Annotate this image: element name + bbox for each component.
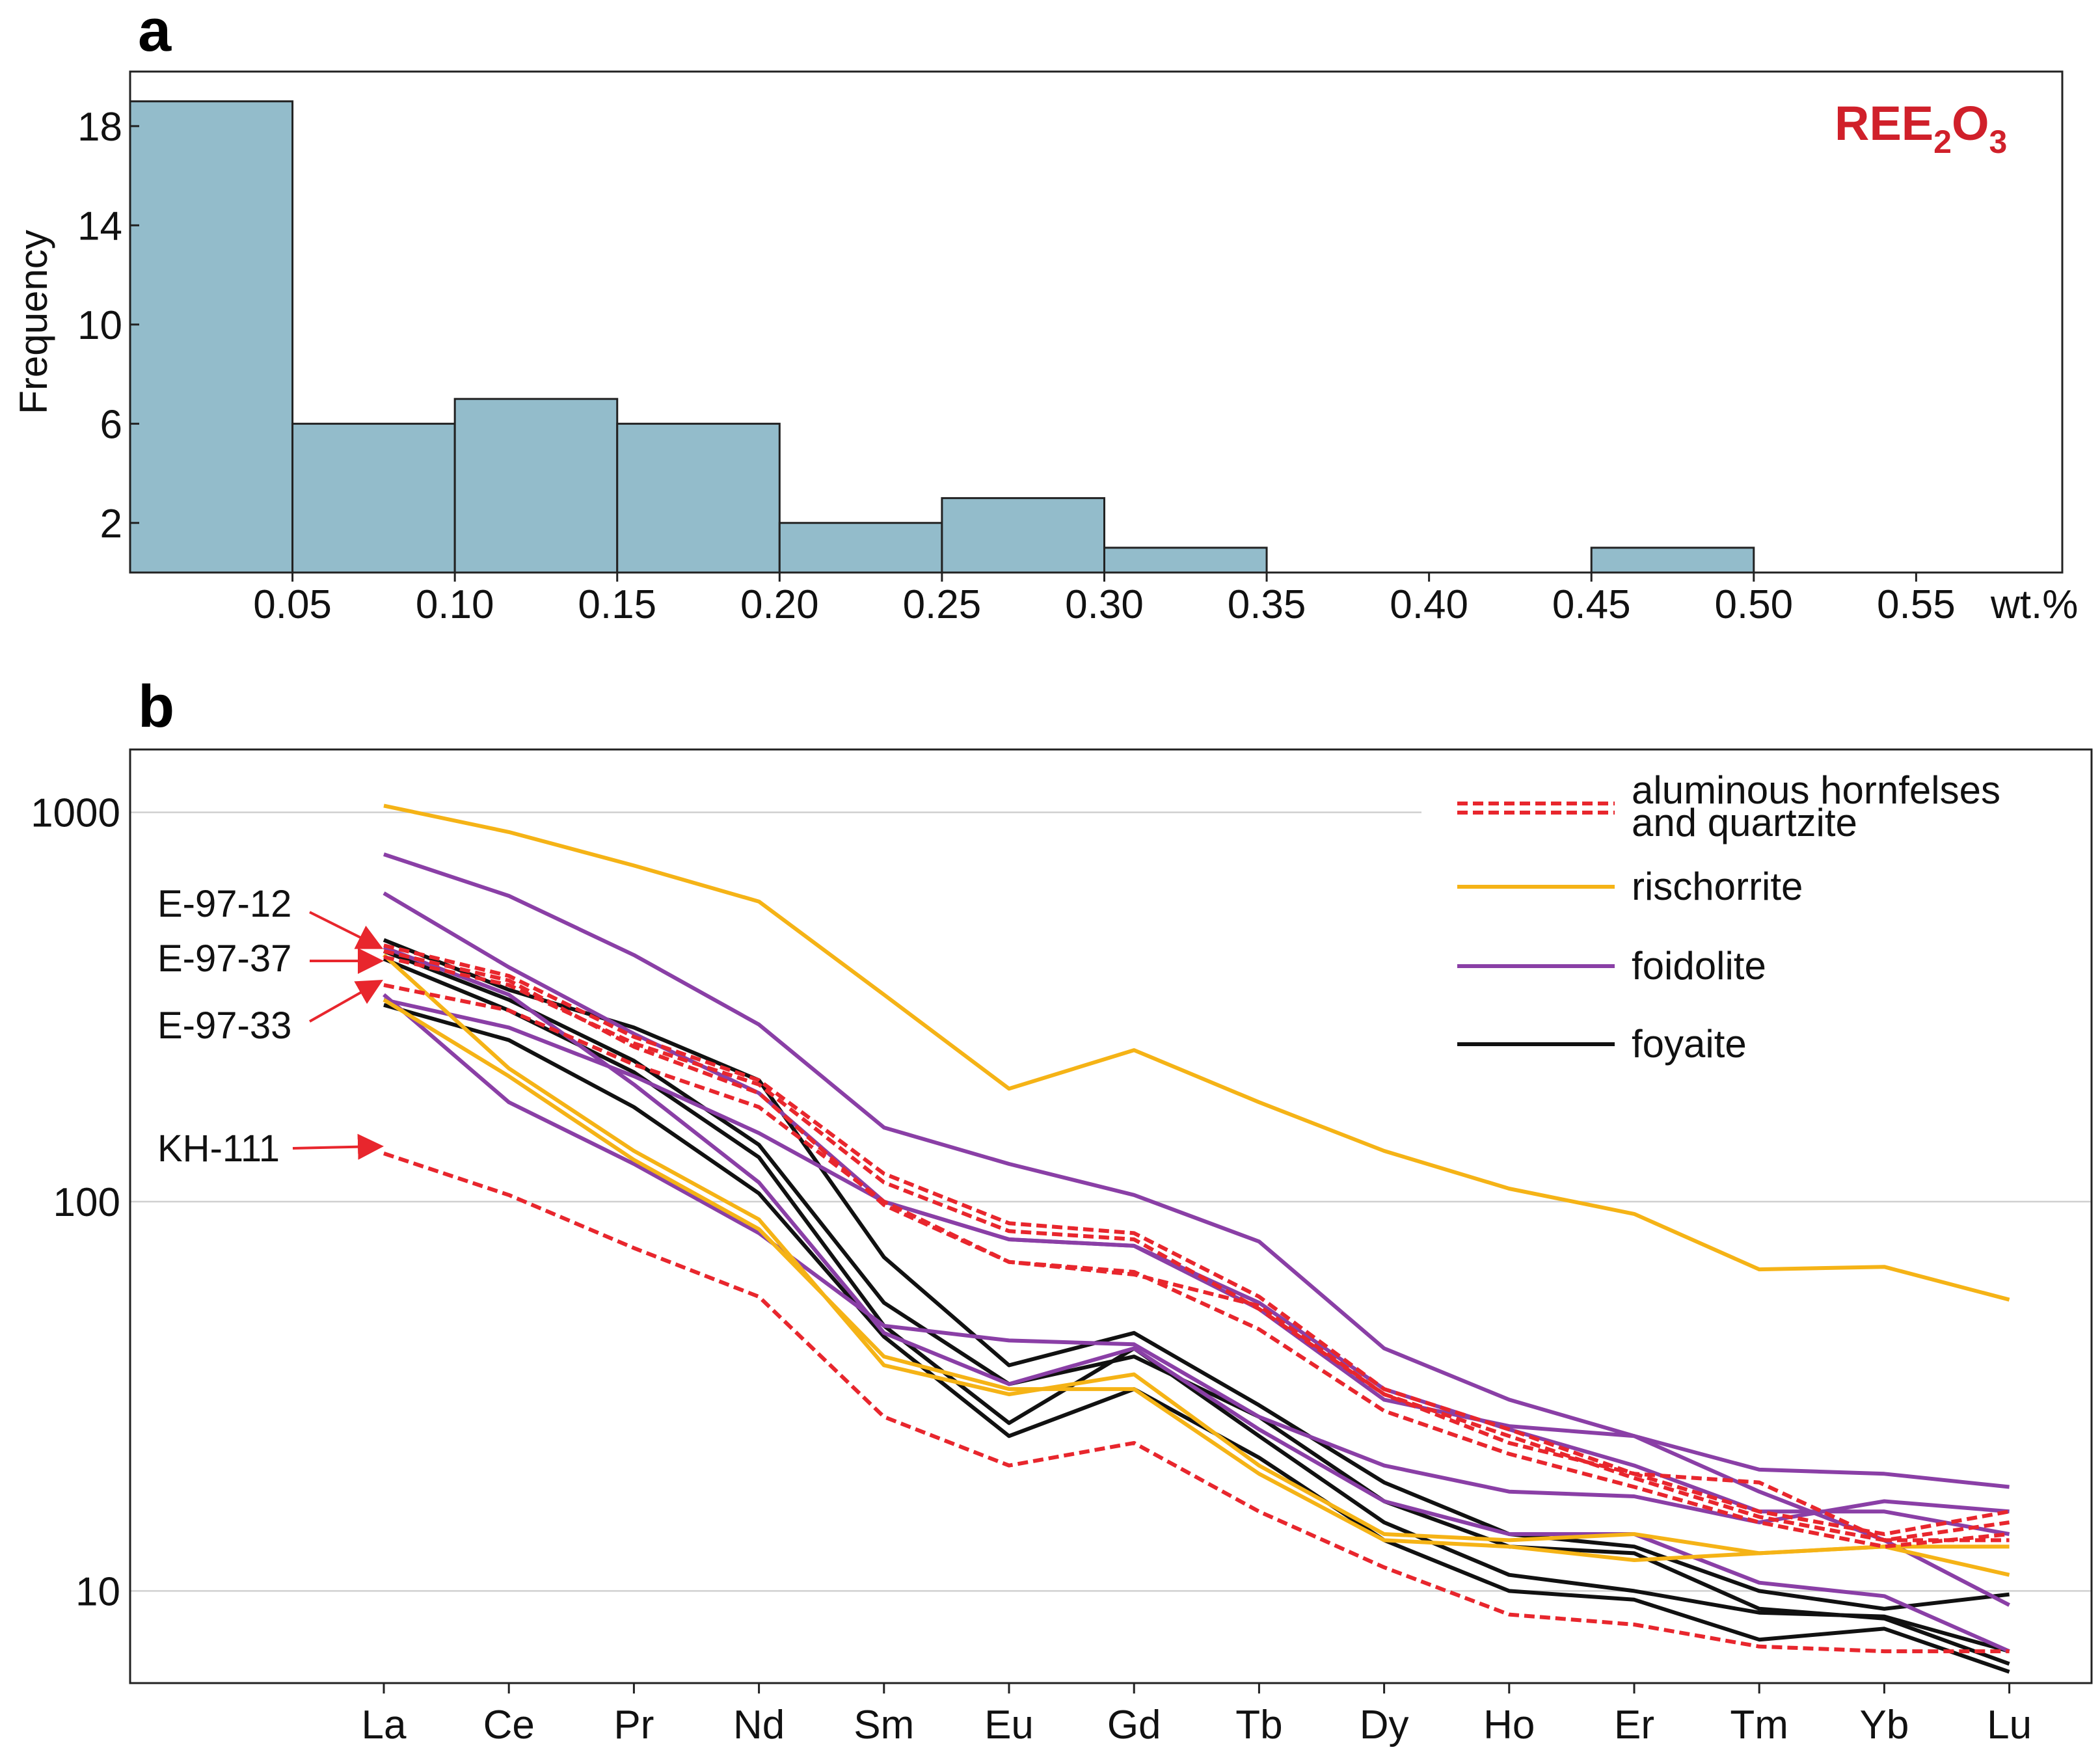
histogram-bar [453, 398, 619, 574]
series-line-rischorrite [382, 953, 2010, 1577]
ree2o3-title: REE2O3 [1835, 96, 2007, 160]
histogram-x-tick-label: 0.20 [740, 582, 819, 627]
sample-arrow [309, 911, 384, 949]
spider-x-tick-label: Lu [1987, 1703, 2032, 1747]
histogram-bar [1103, 546, 1268, 574]
histogram-x-ticks: 0.05 0.10 0.15 0.20 0.25 0.30 0.35 0.40 0.45 0.50… [253, 573, 1956, 627]
legend-label: aluminous hornfelses [1632, 768, 2000, 812]
series-line-hornfels [383, 943, 2010, 1536]
spider-y-tick-label: 100 [53, 1180, 120, 1225]
series-line-rischorrite [383, 998, 2010, 1562]
series-line-foidolite [383, 852, 2010, 1489]
spider-x-tick-label: Sm [854, 1703, 914, 1747]
series-line-hornfels [383, 1152, 2010, 1654]
histogram-bar [616, 422, 781, 574]
series-line-foyaite [383, 949, 2010, 1666]
histogram-x-tick-label: 0.45 [1552, 582, 1631, 627]
spider-x-tick-label: Eu [984, 1703, 1034, 1747]
spider-x-tick-label: Er [1614, 1703, 1654, 1747]
histogram-x-unit: wt.% [1990, 582, 2078, 627]
spider-x-tick-label: Ho [1483, 1703, 1535, 1747]
sample-arrow [309, 980, 383, 1023]
histogram-x-tick-label: 0.05 [253, 582, 332, 627]
sample-label: E-97-12 [157, 883, 291, 925]
histogram-x-tick-label: 0.15 [578, 582, 656, 627]
histogram-x-tick-label: 0.35 [1228, 582, 1306, 627]
histogram-x-tick-label: 0.40 [1390, 582, 1468, 627]
spider-y-tick-label: 10 [75, 1569, 120, 1614]
series-line-foyaite [383, 1003, 2010, 1674]
panel-a-frame [129, 70, 2064, 574]
spider-x-tick-label: Gd [1107, 1703, 1161, 1747]
histogram-y-axis-title: Frequency [12, 230, 55, 414]
spider-series-lines [382, 803, 2010, 1674]
spider-y-tick-label: 1000 [31, 791, 120, 836]
spider-x-ticks: La Ce Pr Nd Sm Eu Gd Tb Dy Ho Er Tm Yb Lu [362, 1683, 2032, 1747]
panel-a-label: a [138, 0, 172, 64]
series-line-hornfels [383, 949, 2010, 1543]
ree-title-subscript-2: 2 [1933, 124, 1952, 160]
ree-title-main: REE [1835, 96, 1933, 150]
legend-label-line2: and quartzite [1632, 801, 1857, 844]
series-line-rischorrite [383, 803, 2010, 1302]
histogram-x-tick-label: 0.10 [416, 582, 494, 627]
histogram-bar [129, 100, 294, 574]
spider-gridlines [130, 811, 2092, 1592]
sample-label: KH-111 [157, 1127, 280, 1170]
sample-labels: E-97-12 E-97-37 E-97-33 KH-111 [157, 883, 384, 1170]
histogram-bar [291, 422, 456, 574]
spider-x-tick-label: Dy [1360, 1703, 1409, 1747]
sample-label: E-97-37 [157, 938, 291, 980]
histogram-bar [1590, 546, 1755, 574]
histogram-x-tick-label: 0.55 [1877, 582, 1956, 627]
histogram-y-tick-label: 10 [77, 303, 122, 348]
spider-x-tick-label: Nd [733, 1703, 785, 1747]
series-line-foyaite [383, 938, 2010, 1611]
legend-label: foyaite [1632, 1022, 1747, 1066]
histogram-y-tick-label: 6 [100, 402, 122, 447]
histogram-bars [129, 100, 1755, 574]
histogram-x-tick-label: 0.50 [1714, 582, 1793, 627]
spider-x-tick-label: La [362, 1703, 407, 1747]
histogram-bar [941, 497, 1105, 574]
histogram-y-tick-label: 18 [77, 105, 122, 150]
spider-x-tick-label: Tm [1730, 1703, 1788, 1747]
series-line-hornfels [383, 955, 2010, 1543]
spider-x-tick-label: Tb [1235, 1703, 1282, 1747]
spider-y-ticks: 10 100 1000 [31, 791, 120, 1615]
histogram-y-tick-label: 14 [77, 204, 122, 249]
spider-x-tick-label: Ce [483, 1703, 535, 1747]
panel-b-frame [129, 748, 2093, 1684]
legend-label: rischorrite [1632, 865, 1803, 908]
ree-title-o: O [1952, 96, 1989, 150]
spider-x-tick-label: Pr [613, 1703, 654, 1747]
ree-title-subscript-3: 3 [1989, 124, 2008, 160]
series-line-hornfels [383, 983, 2010, 1549]
sample-arrow [292, 1133, 384, 1160]
spider-x-tick-label: Yb [1859, 1703, 1909, 1747]
sample-label: E-97-33 [157, 1005, 291, 1047]
legend-label: foidolite [1632, 944, 1766, 988]
histogram-bar [778, 522, 943, 574]
panel-b-label: b [138, 673, 174, 740]
histogram-y-ticks: 2 6 10 14 18 [77, 105, 139, 546]
histogram-y-tick-label: 2 [100, 502, 122, 546]
series-line-foidolite [383, 945, 2010, 1653]
histogram-x-tick-label: 0.30 [1065, 582, 1144, 627]
histogram-x-tick-label: 0.25 [903, 582, 982, 627]
series-line-foidolite [383, 891, 2010, 1607]
